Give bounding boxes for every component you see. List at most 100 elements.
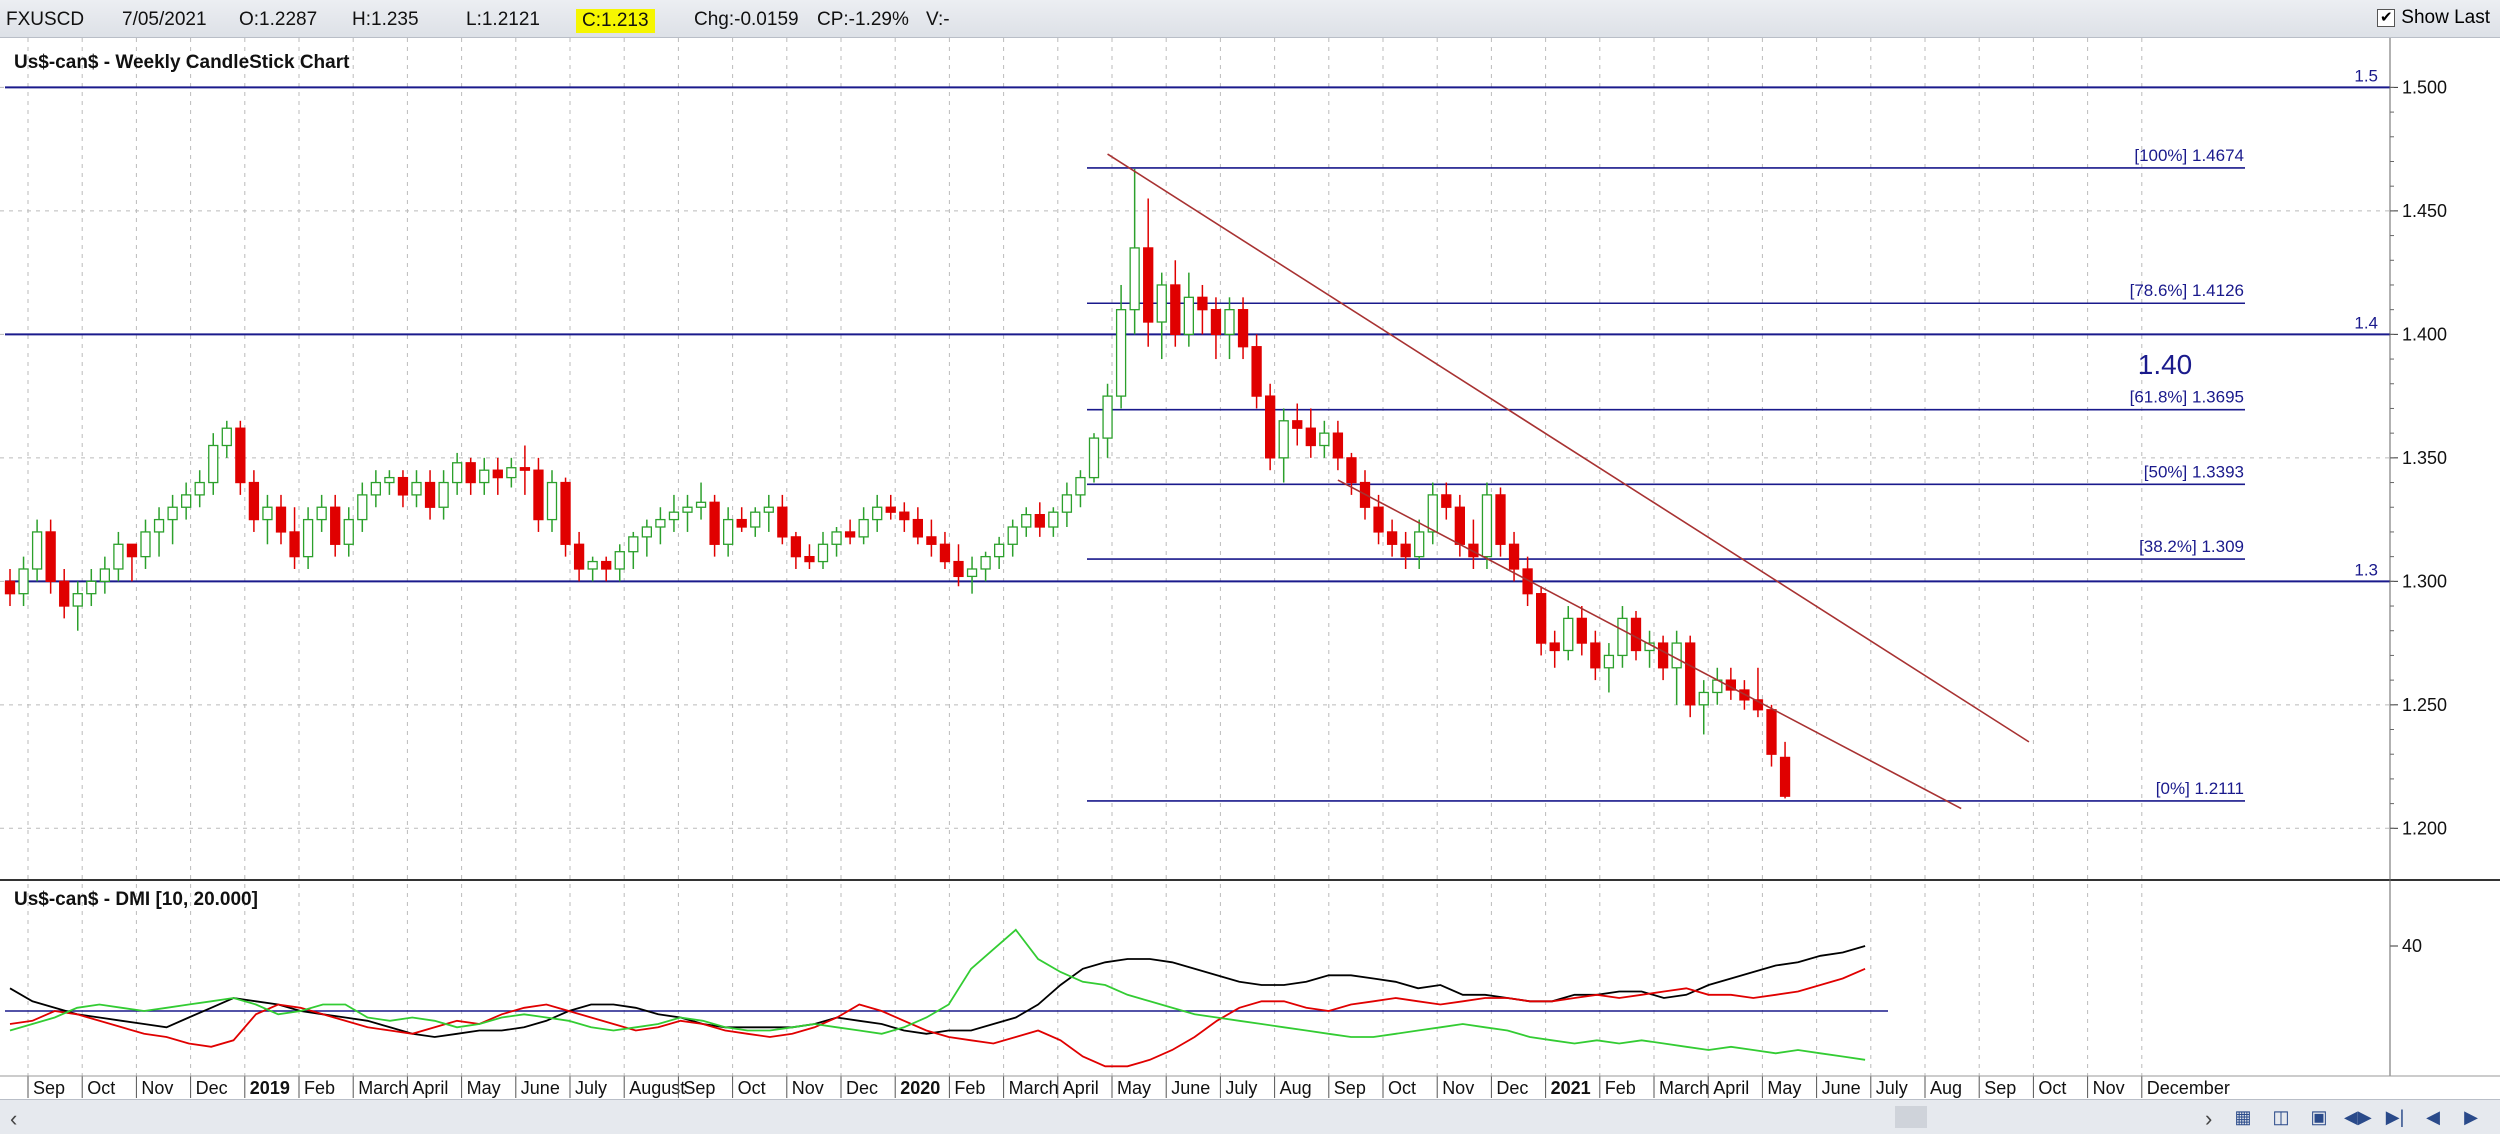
candle-body xyxy=(899,511,910,521)
candle-body xyxy=(370,481,382,496)
step-forward-icon[interactable]: ▶ xyxy=(2464,1107,2478,1127)
candle-body xyxy=(1603,654,1615,669)
candle-body xyxy=(1766,709,1777,755)
x-tick-label: June xyxy=(521,1078,560,1098)
x-tick-label: Dec xyxy=(1496,1078,1528,1098)
x-tick-label: December xyxy=(2147,1078,2230,1098)
x-tick-label: August xyxy=(629,1078,685,1098)
candle-body xyxy=(221,427,232,447)
x-tick-label: Oct xyxy=(2038,1078,2066,1098)
candle-body xyxy=(1048,511,1059,528)
candle-body xyxy=(438,481,449,508)
candle-body xyxy=(194,481,205,496)
price-tick-label: 1.300 xyxy=(2402,571,2447,591)
price-annotation: 1.40 xyxy=(2138,349,2193,380)
candle-body xyxy=(926,536,937,545)
x-tick-label: Oct xyxy=(1388,1078,1416,1098)
fib-label: [50%] 1.3393 xyxy=(2144,462,2244,481)
x-tick-label: 2019 xyxy=(250,1078,290,1098)
candle-body xyxy=(424,481,436,508)
candle-body xyxy=(1400,543,1411,558)
candle-body xyxy=(1183,296,1194,336)
candle-body xyxy=(59,580,70,607)
x-tick-label: Feb xyxy=(304,1078,335,1098)
candle-body xyxy=(1265,395,1276,459)
candle-body xyxy=(817,543,829,563)
scroll-end-icon[interactable]: ▶| xyxy=(2385,1107,2405,1127)
low-label: L:1.2121 xyxy=(466,9,540,30)
candle-body xyxy=(1657,642,1669,669)
step-back-icon[interactable]: ◀ xyxy=(2426,1107,2440,1127)
candle-body xyxy=(289,531,300,558)
price-tick-label: 1.500 xyxy=(2402,77,2447,97)
chart-area[interactable]: 1.5 1.4 1.3 [100%] 1.4674 [78.6%] 1.4126 [61… xyxy=(0,38,2500,1099)
dmi-chart-title: Us$-can$ - DMI [10, 20.000] xyxy=(14,889,258,910)
scroll-bar[interactable]: ‹ › ▦ ◫ ▣ ◀▶ ▶| ◀ ▶ xyxy=(0,1099,2500,1134)
candle-body xyxy=(1414,531,1425,558)
x-tick-label: June xyxy=(1822,1078,1861,1098)
zoom-out-icon[interactable]: ◫ xyxy=(2272,1107,2290,1127)
candle-body xyxy=(804,555,815,563)
candle-body xyxy=(343,518,354,545)
show-last-checkbox[interactable]: ✔ xyxy=(2377,9,2396,27)
candle-body xyxy=(655,518,666,528)
scroll-right-icon[interactable]: › xyxy=(2205,1106,2213,1131)
candle-body xyxy=(1075,476,1086,496)
candle-body xyxy=(939,543,951,563)
save-chart-icon[interactable]: ▣ xyxy=(2310,1107,2328,1127)
dmi-tick-label: 40 xyxy=(2402,936,2422,956)
candle-body xyxy=(113,543,124,570)
candle-body xyxy=(1143,247,1154,323)
zoom-in-icon[interactable]: ▦ xyxy=(2234,1107,2252,1127)
candle-body xyxy=(1373,506,1384,533)
x-tick-label: Dec xyxy=(846,1078,878,1098)
date-label: 7/05/2021 xyxy=(122,9,207,30)
candle-body xyxy=(1088,437,1100,479)
candle-body xyxy=(316,506,327,521)
candle-body xyxy=(777,506,788,538)
candle-body xyxy=(614,551,625,570)
candle-body xyxy=(1481,494,1493,558)
candle-body xyxy=(302,518,314,558)
candle-body xyxy=(1197,296,1208,311)
candle-body xyxy=(1305,427,1316,447)
price-tick-label: 1.450 xyxy=(2402,201,2447,221)
candle-body xyxy=(1454,506,1465,545)
fib-label: [78.6%] 1.4126 xyxy=(2130,281,2244,300)
reference-line-label: 1.3 xyxy=(2354,560,2378,579)
candle-body xyxy=(357,494,368,521)
x-tick-label: Aug xyxy=(1280,1078,1312,1098)
x-tick-label: March xyxy=(1659,1078,1709,1098)
candle-body xyxy=(763,506,774,513)
candle-body xyxy=(1522,568,1533,595)
x-tick-label: July xyxy=(1225,1078,1257,1098)
candle-body xyxy=(966,568,978,578)
show-last-toggle[interactable]: ✔ Show Last xyxy=(2377,7,2490,29)
candle-body xyxy=(1224,309,1235,336)
candle-body xyxy=(1468,543,1479,558)
candle-body xyxy=(411,481,422,496)
candle-body xyxy=(1386,531,1398,545)
candle-body xyxy=(519,467,531,471)
candle-body xyxy=(208,444,219,484)
candle-body xyxy=(167,506,178,521)
trendlines-layer xyxy=(1107,153,2030,810)
candle-body xyxy=(1007,526,1018,545)
x-tick-label: Dec xyxy=(196,1078,228,1098)
candle-body xyxy=(31,531,43,570)
scroll-both-icon[interactable]: ◀▶ xyxy=(2344,1107,2372,1127)
candle-body xyxy=(723,518,734,545)
candle-body xyxy=(1630,617,1642,652)
candle-body xyxy=(831,531,842,545)
chart-toolbar: FXUSCD 7/05/2021 O:1.2287 H:1.235 L:1.21… xyxy=(0,0,2500,38)
candle-body xyxy=(1698,691,1709,706)
scroll-left-icon[interactable]: ‹ xyxy=(10,1106,18,1131)
candle-body xyxy=(1752,699,1764,711)
x-tick-label: Sep xyxy=(683,1078,715,1098)
candle-body xyxy=(235,427,246,484)
scroll-thumb[interactable] xyxy=(1895,1106,1927,1128)
candle-body xyxy=(506,467,517,479)
candle-body xyxy=(330,506,341,545)
fib-label: [61.8%] 1.3695 xyxy=(2130,388,2244,407)
candle-body xyxy=(248,481,260,521)
